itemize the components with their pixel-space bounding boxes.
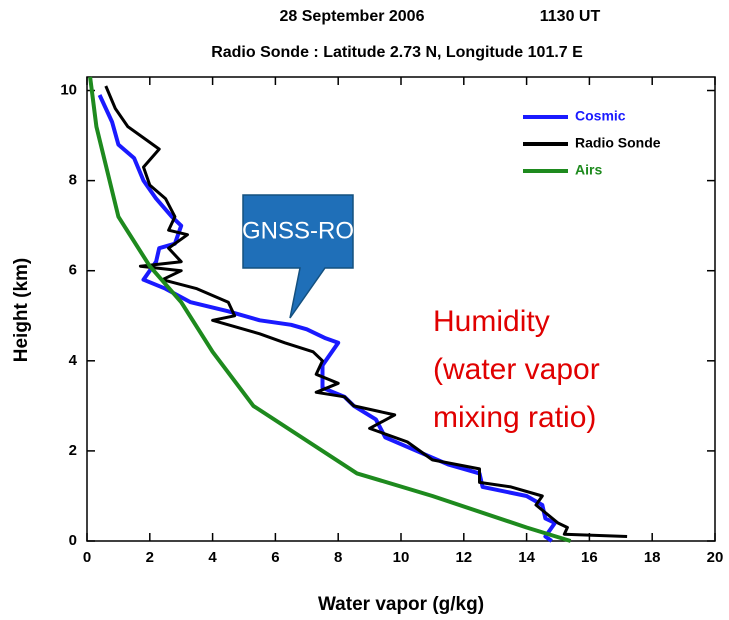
series-line xyxy=(104,85,628,538)
x-tick-label: 8 xyxy=(334,549,342,566)
series-line xyxy=(97,94,557,543)
x-tick-label: 6 xyxy=(271,549,279,566)
y-tick-label: 4 xyxy=(69,352,78,369)
x-tick-label: 4 xyxy=(208,549,217,566)
x-tick-label: 0 xyxy=(83,549,91,566)
series-line xyxy=(88,76,572,543)
legend-label: Airs xyxy=(575,162,602,178)
chart-time: 1130 UT xyxy=(540,8,601,25)
y-tick-label: 8 xyxy=(69,172,77,189)
callout-box xyxy=(242,194,354,319)
x-tick-label: 20 xyxy=(707,549,724,566)
x-axis-label: Water vapor (g/kg) xyxy=(318,594,484,615)
x-tick-label: 16 xyxy=(581,549,598,566)
annotation: (water vapor xyxy=(433,353,600,386)
y-tick-label: 10 xyxy=(60,81,77,98)
y-tick-label: 2 xyxy=(69,442,77,459)
y-tick-label: 6 xyxy=(69,262,77,279)
chart-subtitle: Radio Sonde : Latitude 2.73 N, Longitude… xyxy=(211,44,583,61)
y-axis-label: Height (km) xyxy=(11,258,32,363)
legend-label: Cosmic xyxy=(575,108,626,124)
x-tick-label: 14 xyxy=(518,549,535,566)
legend-label: Radio Sonde xyxy=(575,135,661,151)
callout-text: GNSS-RO xyxy=(242,217,354,244)
chart-title: 28 September 2006 xyxy=(280,8,425,25)
x-tick-label: 12 xyxy=(455,549,472,566)
y-tick-label: 0 xyxy=(69,532,77,549)
plot-area: 0 2 4 6 8 10 12 14 16 18 20 0 2 4 6 8 10 xyxy=(60,76,724,566)
annotation: mixing ratio) xyxy=(433,401,596,434)
x-tick-label: 10 xyxy=(393,549,410,566)
annotation: Humidity xyxy=(433,305,550,338)
x-tick-label: 18 xyxy=(644,549,661,566)
x-tick-label: 2 xyxy=(146,549,154,566)
